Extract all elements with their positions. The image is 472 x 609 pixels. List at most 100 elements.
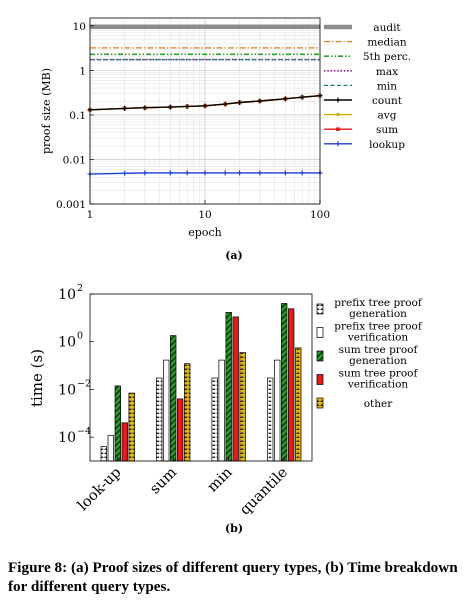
data-point <box>257 170 263 176</box>
legend-marker <box>335 97 341 103</box>
bar <box>225 312 232 462</box>
legend-swatch <box>316 397 324 409</box>
panel-a-label: (a) <box>225 249 243 262</box>
bar <box>232 316 239 462</box>
bar <box>211 377 218 462</box>
y-tick-label: 0.01 <box>63 154 86 166</box>
legend-entry-label: avg <box>378 110 397 122</box>
data-point <box>282 96 288 102</box>
data-point <box>282 170 288 176</box>
bar <box>281 303 288 462</box>
bar <box>170 335 177 462</box>
x-tick-label: 10 <box>198 209 211 221</box>
y-tick-label: 0.1 <box>69 110 86 122</box>
x-tick-label: look-up <box>75 465 125 515</box>
legend-marker <box>335 141 341 147</box>
chart-a-grid <box>89 18 320 205</box>
data-point <box>202 170 208 176</box>
y-tick-label: 0.001 <box>56 199 86 211</box>
chart-a-legend: audit median 5th perc. max min count avg sum loo… <box>324 22 411 151</box>
x-tick-label: quantile <box>237 465 291 519</box>
legend-entry-label: prefix tree proof verification <box>334 321 423 344</box>
legend-entry-label: sum tree proof generation <box>339 344 419 367</box>
data-point <box>184 103 190 109</box>
data-point <box>122 170 128 176</box>
data-point <box>167 170 173 176</box>
legend-entry-label: audit <box>373 22 401 34</box>
chart-b-y-axis-label: time (s) <box>28 349 46 407</box>
data-point <box>237 100 243 106</box>
data-point <box>122 105 128 111</box>
y-tick-label: 10 <box>58 382 76 398</box>
series-line-count <box>89 95 321 111</box>
data-point <box>299 170 305 176</box>
legend-entry-label: max <box>376 66 398 78</box>
bar <box>267 377 274 462</box>
bar <box>239 352 246 462</box>
data-point <box>142 105 148 111</box>
data-point <box>142 170 148 176</box>
bar <box>107 434 114 462</box>
data-point <box>222 101 228 107</box>
chart-a-series <box>87 24 323 177</box>
legend-entry-label: 5th perc. <box>363 51 411 63</box>
series-line-lookup <box>89 172 320 175</box>
y-tick-label: 10 <box>58 430 76 446</box>
bar <box>128 392 135 462</box>
x-tick-label: 100 <box>310 209 330 221</box>
chart-a-x-axis-label: epoch <box>188 226 221 239</box>
panel-b-label: (b) <box>225 522 243 535</box>
legend-swatch <box>316 374 324 385</box>
bar <box>121 422 128 462</box>
data-point <box>222 170 228 176</box>
bar <box>218 359 225 462</box>
legend-swatch <box>316 350 324 362</box>
legend-entry-label: lookup <box>369 139 405 151</box>
y-tick-exponent: −2 <box>77 378 91 389</box>
y-tick-label: 1 <box>79 65 86 77</box>
chart-a-y-axis-label: proof size (MB) <box>40 68 53 154</box>
bar <box>295 347 302 462</box>
data-point <box>184 170 190 176</box>
bar <box>100 446 107 462</box>
y-tick-exponent: 0 <box>77 331 83 342</box>
legend-marker <box>336 112 340 117</box>
chart-a-ticks: 1 10 100 0.001 0.01 0.1 1 10 <box>56 21 330 221</box>
bar <box>274 359 281 462</box>
legend-swatch <box>316 327 324 338</box>
legend-entry-label: min <box>377 80 397 92</box>
data-point <box>237 170 243 176</box>
bar <box>184 363 191 462</box>
legend-entry-label: other <box>364 398 394 410</box>
proof-size-line-chart: 1 10 100 0.001 0.01 0.1 1 10 audit median 5th per… <box>40 17 411 262</box>
chart-b-bars <box>100 303 302 462</box>
bar <box>163 359 170 462</box>
legend-entry-label: prefix tree proof generation <box>334 297 423 320</box>
x-tick-label: min <box>205 465 236 496</box>
legend-entry-label: count <box>372 95 403 107</box>
y-tick-label: 10 <box>58 287 76 303</box>
legend-entry-label: sum tree proof verification <box>339 368 419 391</box>
x-tick-label: 1 <box>87 209 94 221</box>
chart-b-frame <box>89 293 313 462</box>
y-tick-label: 10 <box>58 335 76 351</box>
y-tick-label: 10 <box>73 21 86 33</box>
legend-marker <box>336 127 340 131</box>
x-tick-label: sum <box>147 464 180 497</box>
y-tick-exponent: −4 <box>77 426 91 437</box>
data-point <box>167 104 173 110</box>
data-point <box>202 103 208 109</box>
legend-entry-label: sum <box>376 124 398 136</box>
bar <box>114 385 121 462</box>
bar <box>156 377 163 462</box>
legend-entry-label: median <box>367 37 407 49</box>
y-tick-exponent: 2 <box>77 283 83 294</box>
data-point <box>257 98 263 104</box>
bar <box>177 398 184 462</box>
legend-swatch <box>316 303 324 315</box>
bar <box>288 308 295 462</box>
figure-caption: Figure 8: (a) Proof sizes of different q… <box>8 559 458 595</box>
